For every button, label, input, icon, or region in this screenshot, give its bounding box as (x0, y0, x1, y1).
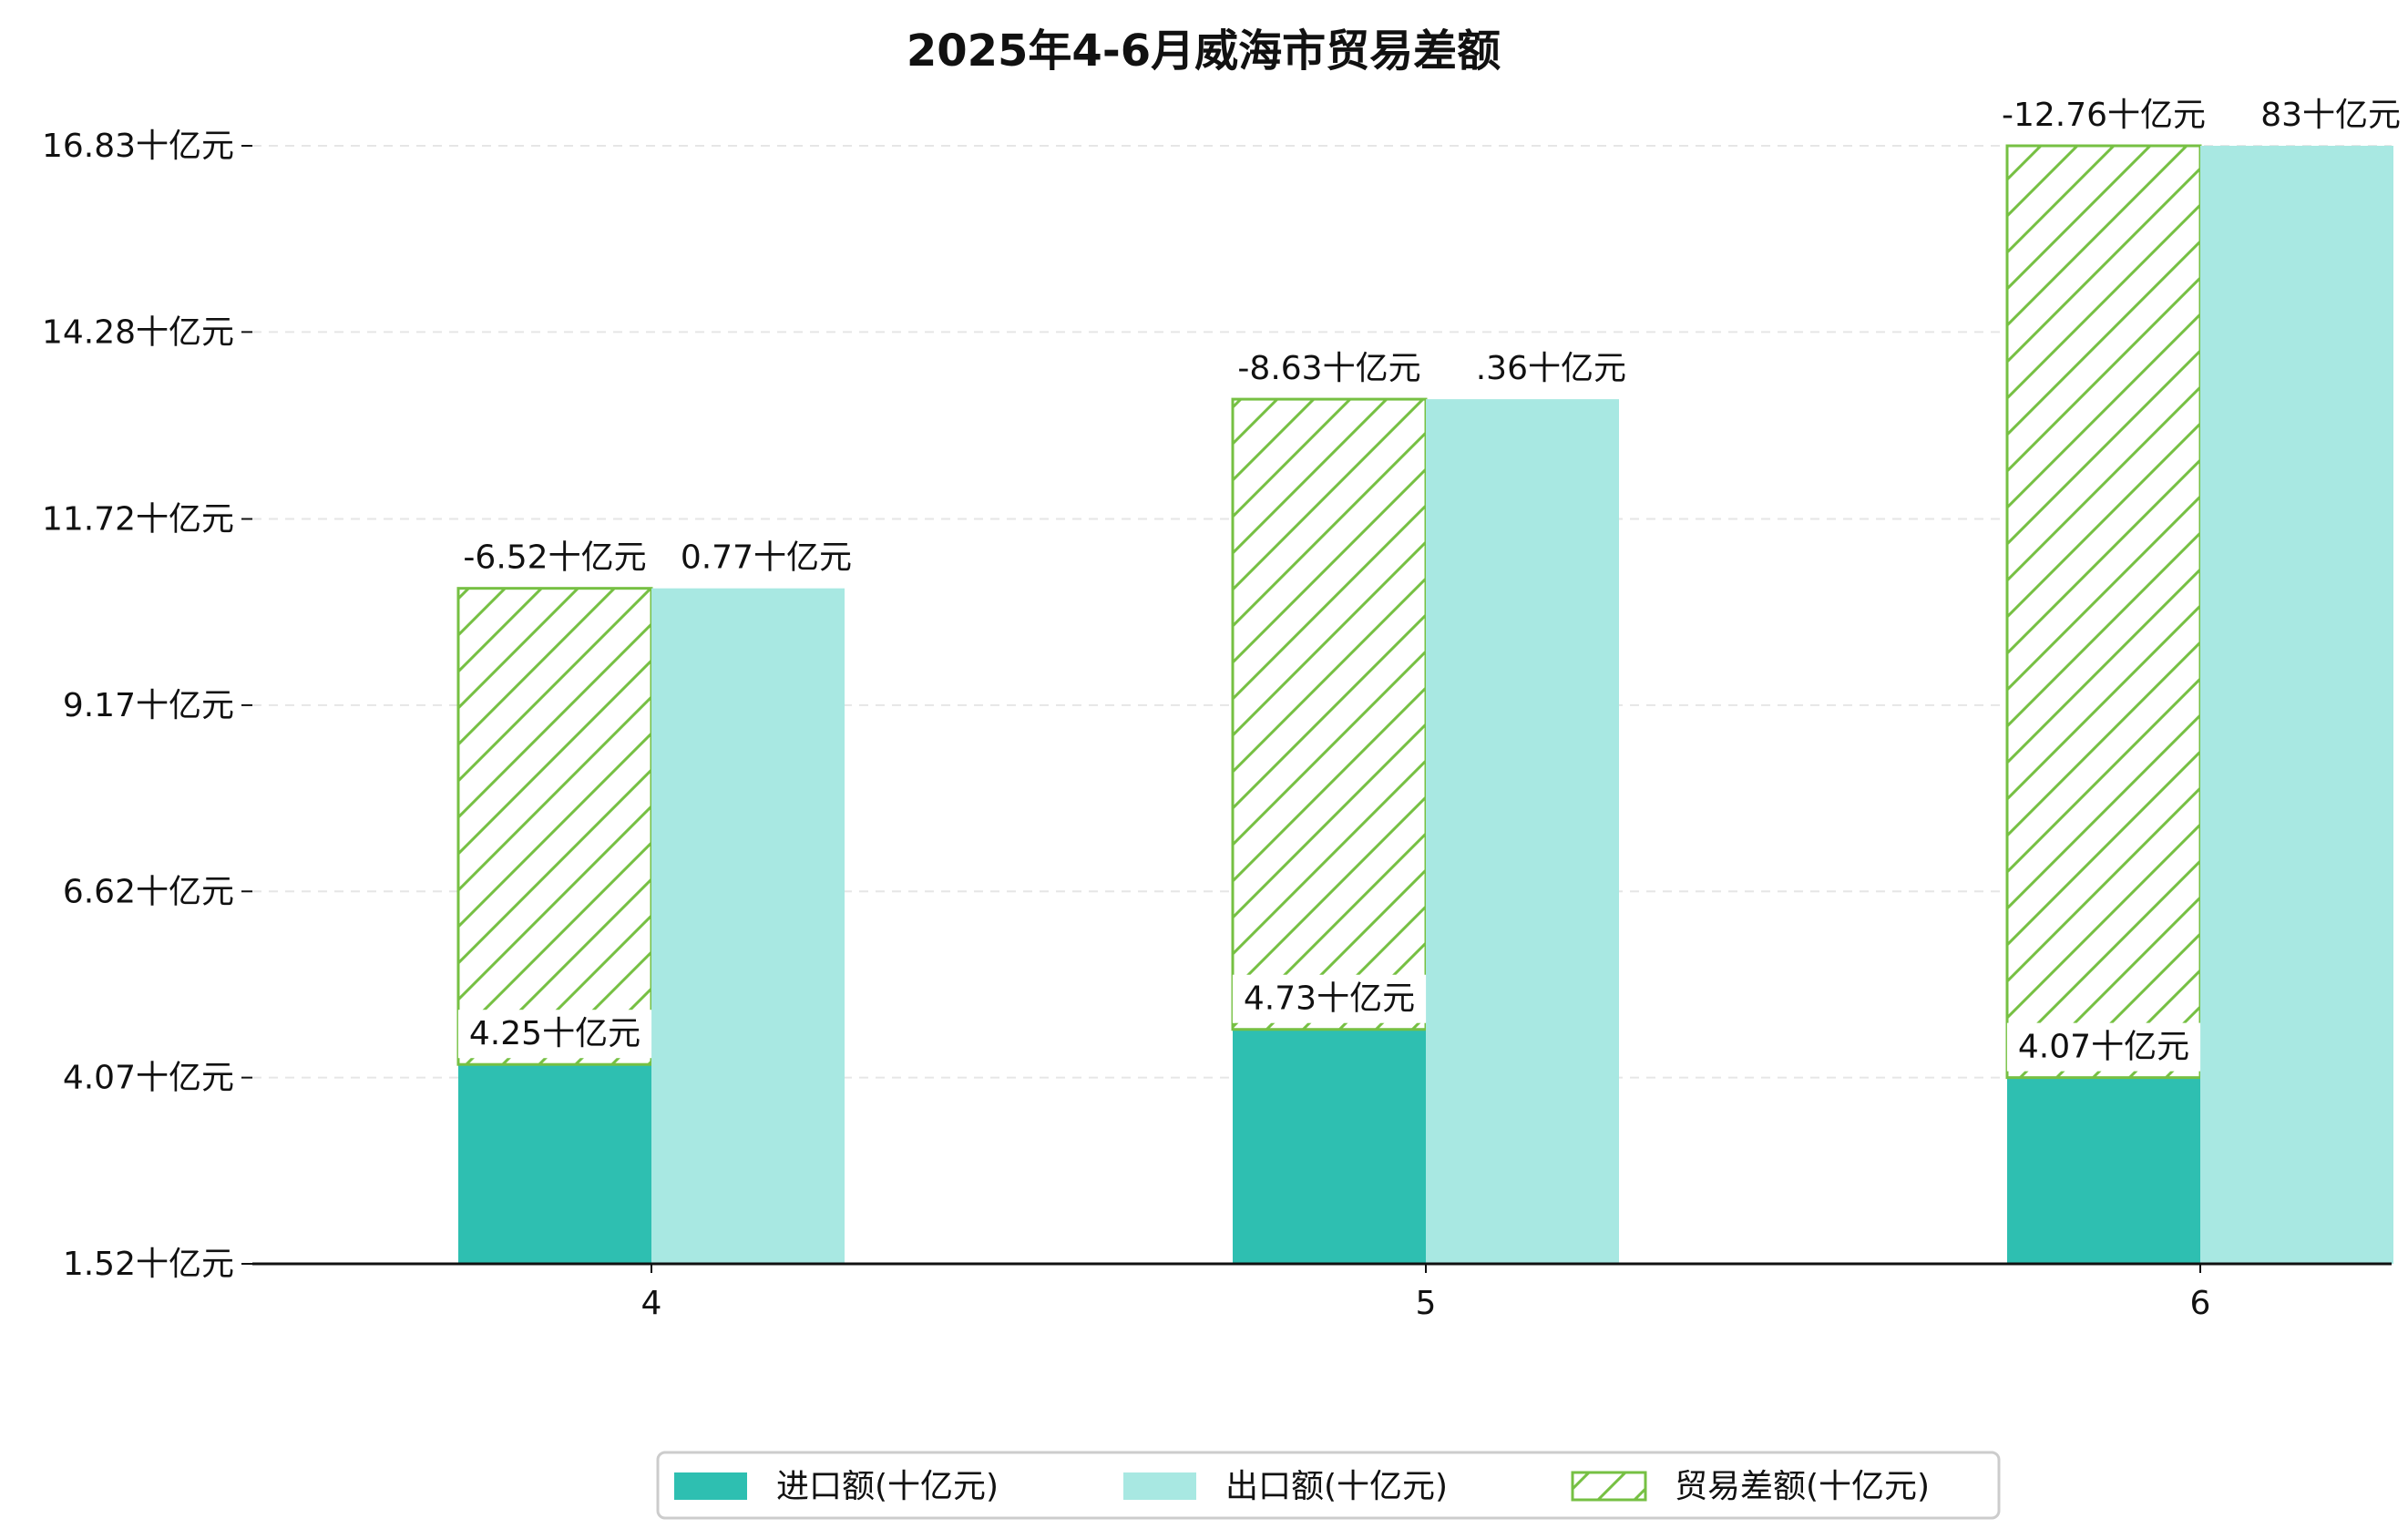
import-value-label: 4.07十亿元 (2018, 1029, 2189, 1066)
import-bar (2007, 1077, 2200, 1264)
export-value-label-group: 83十亿元 (2249, 91, 2408, 139)
x-tick-label: 6 (2190, 1285, 2211, 1322)
legend-label: 出口额(十亿元) (1225, 1468, 1448, 1505)
y-tick-label: 1.52十亿元 (63, 1246, 234, 1283)
y-tick-label: 11.72十亿元 (42, 501, 234, 539)
legend: 进口额(十亿元) 出口额(十亿元) 贸易差额(十亿元) (656, 1451, 2001, 1520)
data-labels: 0.77十亿元 -6.52十亿元 4.25十亿元 .36十亿元 -8.63十亿元 4.73… (452, 91, 2408, 1072)
export-value-label-group: 0.77十亿元 (669, 533, 863, 582)
export-value-label-bg (2249, 91, 2408, 139)
balance-bar (1231, 397, 1428, 1031)
balance-bar (456, 587, 653, 1066)
export-value-label: 83十亿元 (2260, 97, 2401, 134)
import-value-label-bg (2006, 1022, 2201, 1072)
export-value-label: .36十亿元 (1476, 350, 1626, 387)
import-value-label: 4.25十亿元 (469, 1015, 640, 1052)
x-tick-label: 5 (1416, 1285, 1437, 1322)
y-tick-label: 6.62十亿元 (63, 873, 234, 910)
x-tick-label: 4 (641, 1285, 662, 1322)
export-value-label-bg (669, 533, 863, 582)
import-bar (1233, 1029, 1426, 1264)
balance-value-label: -6.52十亿元 (463, 539, 646, 577)
y-tick-label: 4.07十亿元 (63, 1060, 234, 1097)
legend-label: 进口额(十亿元) (776, 1468, 999, 1505)
legend-box (656, 1451, 2001, 1520)
export-value-label-group: .36十亿元 (1464, 344, 1637, 394)
balance-value-label: -12.76十亿元 (2002, 97, 2206, 134)
import-value-label-group: 4.25十亿元 (457, 1010, 652, 1059)
y-tick-label: 16.83十亿元 (42, 128, 234, 165)
export-value-label-bg (1464, 344, 1637, 394)
balance-value-label-bg (1990, 91, 2218, 139)
legend-swatch (1571, 1471, 1647, 1502)
import-bar (458, 1064, 651, 1264)
legend-swatch (674, 1472, 747, 1500)
balance-bar (2005, 144, 2202, 1080)
balance-value-label-bg (1226, 344, 1432, 394)
y-tick-label: 14.28十亿元 (42, 313, 234, 351)
export-bar (1426, 399, 1619, 1264)
balance-value-label: -8.63十亿元 (1237, 350, 1420, 387)
import-value-label-bg (1232, 974, 1427, 1023)
y-tick-label: 9.17十亿元 (63, 687, 234, 724)
balance-value-label-group: -12.76十亿元 (1990, 91, 2218, 139)
import-value-label-bg (457, 1010, 652, 1059)
balance-value-label-group: -6.52十亿元 (452, 533, 658, 582)
balance-value-label-bg (452, 533, 658, 582)
chart-title: 2025年4-6月威海市贸易差额 (907, 26, 1501, 77)
import-value-label: 4.73十亿元 (1244, 980, 1415, 1018)
legend-label: 贸易差额(十亿元) (1675, 1468, 1930, 1505)
import-value-label-group: 4.07十亿元 (2006, 1022, 2201, 1072)
export-bar (651, 588, 845, 1264)
balance-value-label-group: -8.63十亿元 (1226, 344, 1432, 394)
bars (456, 144, 2393, 1264)
export-value-label: 0.77十亿元 (681, 539, 852, 577)
export-bar (2200, 146, 2393, 1264)
import-value-label-group: 4.73十亿元 (1232, 974, 1427, 1023)
legend-swatch (1123, 1472, 1196, 1500)
axes: 1.52十亿元 4.07十亿元 6.62十亿元 9.17十亿元 11.72十亿元 14.2… (42, 128, 2392, 1322)
